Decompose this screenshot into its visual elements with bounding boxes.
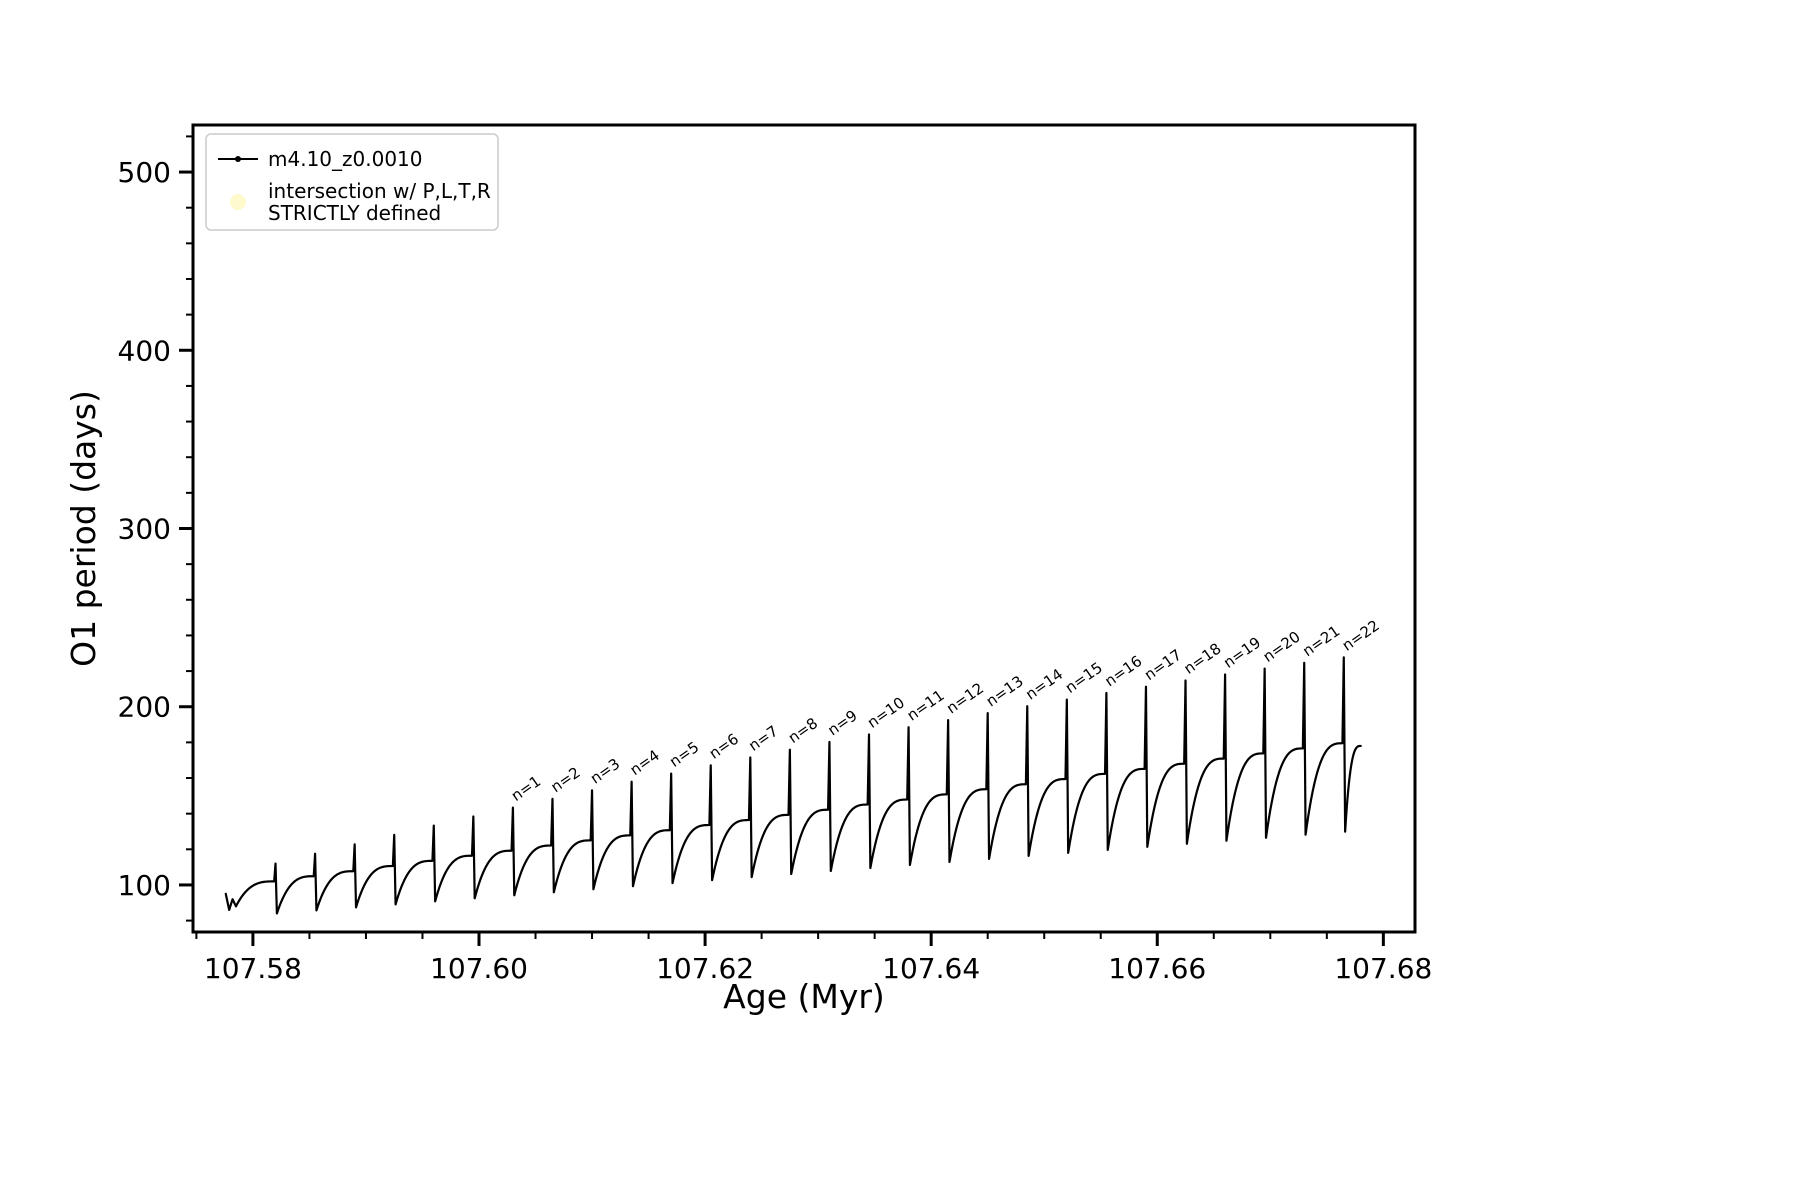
y-tick-label: 200 [118,691,171,724]
spike-annotation: n=4 [627,746,663,779]
y-tick-label: 500 [118,156,171,189]
spike-annotation: n=14 [1022,665,1066,703]
spike-annotation: n=5 [666,738,702,771]
spike-annotation: n=2 [547,763,583,796]
spike-annotation: n=13 [983,672,1027,710]
x-tick-label: 107.62 [656,952,754,985]
spike-annotation: n=19 [1220,633,1264,671]
legend: m4.10_z0.0010 intersection w/ P,L,T,R STRI… [205,133,499,231]
spike-annotation: n=1 [508,772,544,805]
spike-annotation: n=20 [1260,628,1304,666]
series-line [224,656,1362,915]
spike-annotation: n=22 [1339,616,1383,654]
spike-annotation: n=7 [745,722,781,755]
x-axis: 107.58 107.60 107.62 107.64 107.66 107.68 Age … [195,932,1432,1016]
x-tick-label: 107.66 [1108,952,1206,985]
spike-annotation: n=18 [1180,639,1224,677]
x-tick-label: 107.68 [1334,952,1432,985]
annotations: n=1 n=2 n=3 n=4 n=5 n=6 n=7 n=8 n=9 n=10n=11n=12n… [508,616,1383,805]
x-axis-label: Age (Myr) [723,977,885,1016]
spike-annotation: n=17 [1141,646,1185,684]
spike-annotation: n=12 [943,679,987,717]
spike-annotation: n=8 [785,714,821,747]
legend-label: intersection w/ P,L,T,R STRICTLY defined [268,179,491,225]
x-tick-label: 107.58 [204,952,302,985]
spike-annotation: n=16 [1101,652,1145,690]
legend-label: m4.10_z0.0010 [268,147,423,171]
legend-intersection-marker [230,194,246,210]
x-tick-label: 107.64 [882,952,980,985]
x-tick-label: 107.60 [430,952,528,985]
y-tick-label: 400 [118,334,171,367]
spike-annotation: n=9 [824,706,860,739]
spike-annotation: n=6 [706,730,742,763]
spike-annotation: n=3 [587,755,623,788]
y-tick-label: 100 [118,869,171,902]
y-axis: 100 200 300 400 500 O1 period (days) [64,135,193,922]
spike-annotation: n=11 [904,686,948,724]
y-tick-label: 300 [118,513,171,546]
y-axis-label: O1 period (days) [64,390,103,667]
legend-dot-marker [235,156,241,162]
spike-annotation: n=10 [864,693,908,731]
legend-box [205,133,499,231]
spike-annotation: n=21 [1299,622,1343,660]
spike-annotation: n=15 [1062,659,1106,697]
